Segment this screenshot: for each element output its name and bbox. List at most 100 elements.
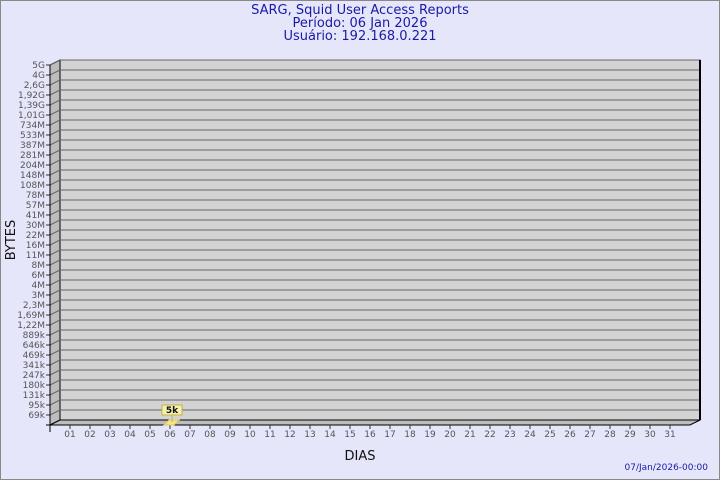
y-tick-label: 5G <box>32 61 45 71</box>
footer-date: 07/Jan/2026-00:00 <box>625 463 709 473</box>
y-tick-label: 30M <box>26 221 45 231</box>
x-tick-label: 06 <box>164 430 176 440</box>
y-tick-label: 734M <box>20 121 45 131</box>
x-tick-label: 12 <box>284 430 295 440</box>
grid-line-side <box>49 169 61 176</box>
x-tick-label: 09 <box>224 430 236 440</box>
grid-line-side <box>49 329 61 336</box>
x-tick-label: 20 <box>444 430 456 440</box>
grid-line-side <box>49 289 61 296</box>
y-tick-label: 281M <box>20 151 45 161</box>
grid-line-side <box>49 139 61 146</box>
y-tick-label: 204M <box>20 161 45 171</box>
y-tick-label: 148M <box>20 171 45 181</box>
y-tick-label: 11M <box>26 251 45 261</box>
y-tick-label: 247k <box>23 371 46 381</box>
y-tick-label: 41M <box>26 211 45 221</box>
y-tick-label: 889k <box>23 331 46 341</box>
x-tick-label: 21 <box>464 430 475 440</box>
x-tick-label: 03 <box>104 430 115 440</box>
grid-line-side <box>49 59 61 66</box>
x-tick-label: 29 <box>624 430 636 440</box>
grid-line-side <box>49 159 61 166</box>
y-tick-label: 22M <box>26 231 45 241</box>
y-tick-label: 1,39G <box>18 101 45 111</box>
grid-line-side <box>49 69 61 76</box>
x-tick-label: 10 <box>244 430 256 440</box>
y-tick-label: 131k <box>23 391 46 401</box>
grid-line-side <box>49 239 61 246</box>
grid-line-side <box>49 189 61 196</box>
grid-line-side <box>49 209 61 216</box>
x-tick-label: 24 <box>524 430 536 440</box>
bar-label-box <box>161 404 183 416</box>
grid-line-side <box>49 219 61 226</box>
x-tick-label: 23 <box>504 430 515 440</box>
grid-line-side <box>49 379 61 386</box>
y-tick-label: 646k <box>23 341 46 351</box>
grid-line-side <box>49 109 61 116</box>
grid-line-side <box>49 99 61 106</box>
x-tick-label: 15 <box>344 430 355 440</box>
x-tick-label: 28 <box>604 430 616 440</box>
y-tick-label: 4G <box>32 71 45 81</box>
y-tick-label: 341k <box>23 361 46 371</box>
grid-line-side <box>49 389 61 396</box>
plot-floor <box>49 419 701 426</box>
grid-line-side <box>49 229 61 236</box>
y-tick-label: 1,22M <box>17 321 45 331</box>
grid-line-side <box>49 89 61 96</box>
grid-line-side <box>49 349 61 356</box>
x-tick-label: 27 <box>584 430 595 440</box>
grid-line-side <box>49 269 61 276</box>
y-axis-label: BYTES <box>4 220 19 261</box>
grid-line-side <box>49 129 61 136</box>
y-tick-label: 8M <box>32 261 46 271</box>
x-tick-label: 02 <box>84 430 95 440</box>
y-tick-label: 108M <box>20 181 45 191</box>
grid-line-side <box>49 259 61 266</box>
x-tick-label: 30 <box>644 430 656 440</box>
y-tick-label: 2,6G <box>24 81 45 91</box>
chart-user: Usuário: 192.168.0.221 <box>283 29 437 44</box>
x-tick-label: 07 <box>184 430 195 440</box>
y-tick-label: 469k <box>23 351 46 361</box>
x-tick-label: 13 <box>304 430 315 440</box>
grid-line-side <box>49 79 61 86</box>
y-tick-label: 533M <box>20 131 45 141</box>
grid-line-side <box>49 299 61 306</box>
y-tick-label: 180k <box>23 381 46 391</box>
grid-line-side <box>49 409 61 416</box>
x-tick-label: 05 <box>144 430 155 440</box>
x-tick-label: 11 <box>264 430 275 440</box>
grid-line-side <box>49 309 61 316</box>
x-tick-label: 22 <box>484 430 495 440</box>
bar-day-06 <box>162 419 181 426</box>
grid-line-side <box>49 119 61 126</box>
chart-title: SARG, Squid User Access Reports <box>251 3 469 18</box>
y-tick-label: 95k <box>28 401 45 411</box>
x-tick-label: 17 <box>384 430 395 440</box>
grid-line-side <box>49 149 61 156</box>
y-tick-label: 1,69M <box>17 311 45 321</box>
bar-data-label: 5k <box>166 406 179 416</box>
chart-period: Período: 06 Jan 2026 <box>292 16 428 31</box>
y-tick-label: 1,01G <box>18 111 45 121</box>
y-tick-label: 387M <box>20 141 45 151</box>
grid-line-side <box>49 359 61 366</box>
grid-line-side <box>49 369 61 376</box>
x-tick-label: 01 <box>64 430 75 440</box>
grid-line-side <box>49 319 61 326</box>
grid-line-side <box>49 179 61 186</box>
grid-line-side <box>49 399 61 406</box>
grid-line-side <box>49 339 61 346</box>
grid-line-side <box>49 199 61 206</box>
y-tick-label: 6M <box>32 271 46 281</box>
y-tick-label: 16M <box>26 241 45 251</box>
grid-line-side <box>49 279 61 286</box>
x-tick-label: 25 <box>544 430 555 440</box>
y-tick-label: 57M <box>26 201 45 211</box>
y-tick-label: 78M <box>26 191 45 201</box>
x-tick-label: 08 <box>204 430 216 440</box>
